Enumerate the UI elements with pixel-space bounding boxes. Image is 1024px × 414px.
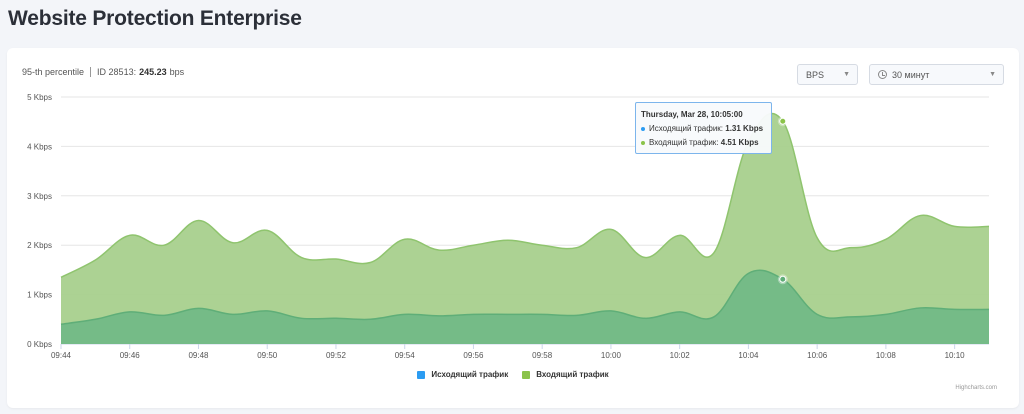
y-tick-label: 4 Kbps (27, 142, 52, 151)
outgoing-area (61, 270, 989, 344)
tooltip-label: Входящий трафик: (649, 138, 719, 147)
tooltip-value: 1.31 Kbps (725, 124, 764, 133)
x-tick-label: 09:48 (188, 351, 209, 360)
hover-point (779, 275, 787, 283)
legend-swatch-icon (417, 370, 426, 379)
x-tick-label: 09:52 (326, 351, 347, 360)
x-tick-label: 10:06 (807, 351, 828, 360)
y-tick-label: 2 Kbps (27, 241, 52, 250)
tooltip-title: Thursday, Mar 28, 10:05:00 (641, 110, 743, 119)
legend-label: Входящий трафик (536, 370, 609, 379)
x-tick-label: 10:08 (876, 351, 897, 360)
chevron-down-icon: ▼ (989, 71, 996, 78)
x-tick-label: 10:10 (945, 351, 966, 360)
incoming-line (60, 112, 990, 278)
hover-point (779, 117, 787, 125)
chevron-down-icon: ▼ (843, 71, 850, 78)
outgoing-dot-icon (641, 126, 645, 131)
y-tick-label: 0 Kbps (27, 340, 52, 349)
tooltip-label: Исходящий трафик: (649, 124, 724, 133)
x-tick-label: 09:58 (532, 351, 553, 360)
x-tick-label: 09:54 (395, 351, 416, 360)
page-title: Website Protection Enterprise (8, 7, 302, 30)
percentile-label: 95-th percentile (22, 67, 85, 77)
legend-label: Исходящий трафик (431, 370, 509, 379)
id-unit: bps (169, 67, 185, 77)
credits-link[interactable]: Highcharts.com (955, 385, 997, 391)
units-select[interactable]: BPS ▼ (797, 64, 858, 85)
x-tick-label: 09:44 (51, 351, 72, 360)
x-tick-label: 10:00 (601, 351, 622, 360)
legend-item-outgoing[interactable]: Исходящий трафик (417, 370, 508, 379)
y-tick-label: 3 Kbps (27, 192, 52, 201)
legend-swatch-icon (522, 370, 531, 379)
x-tick-label: 09:56 (463, 351, 484, 360)
stats-divider (90, 67, 92, 77)
x-tick-label: 10:04 (738, 351, 759, 360)
hover-markers (777, 116, 788, 285)
tooltip-row-outgoing: Исходящий трафик: 1.31 Kbps (641, 122, 766, 136)
period-select-value: 30 минут (892, 69, 930, 80)
y-tick-label: 1 Kbps (27, 291, 52, 300)
tooltip-value: 4.51 Kbps (720, 138, 759, 147)
period-select[interactable]: 30 минут ▼ (869, 64, 1004, 85)
outgoing-line (60, 269, 990, 325)
units-select-value: BPS (806, 69, 825, 80)
clock-icon (878, 70, 887, 79)
percentile-stats: 95-th percentile ID 28513: 245.23 bps (22, 67, 184, 77)
id-value: 245.23 (139, 67, 167, 77)
x-tick-label: 10:02 (670, 351, 691, 360)
x-tick-label: 09:50 (257, 351, 278, 360)
chart-tooltip: Thursday, Mar 28, 10:05:00 Исходящий тра… (635, 102, 772, 154)
series-areas (60, 112, 990, 344)
traffic-area-chart: 0 Kbps 1 Kbps 2 Kbps 3 Kbps 4 Kbps 5 Kbps 09:4… (27, 93, 990, 360)
legend-item-incoming[interactable]: Входящий трафик (522, 370, 609, 379)
chart-card: 95-th percentile ID 28513: 245.23 bps BP… (7, 48, 1019, 408)
x-tick-label: 09:46 (120, 351, 141, 360)
y-tick-label: 5 Kbps (27, 93, 52, 102)
incoming-dot-icon (641, 140, 645, 145)
tooltip-row-incoming: Входящий трафик: 4.51 Kbps (641, 136, 766, 150)
id-label: ID 28513: (97, 67, 137, 77)
chart-legend: Исходящий трафик Входящий трафик (7, 370, 1019, 379)
axes: 0 Kbps 1 Kbps 2 Kbps 3 Kbps 4 Kbps 5 Kbps 09:4… (27, 93, 965, 360)
